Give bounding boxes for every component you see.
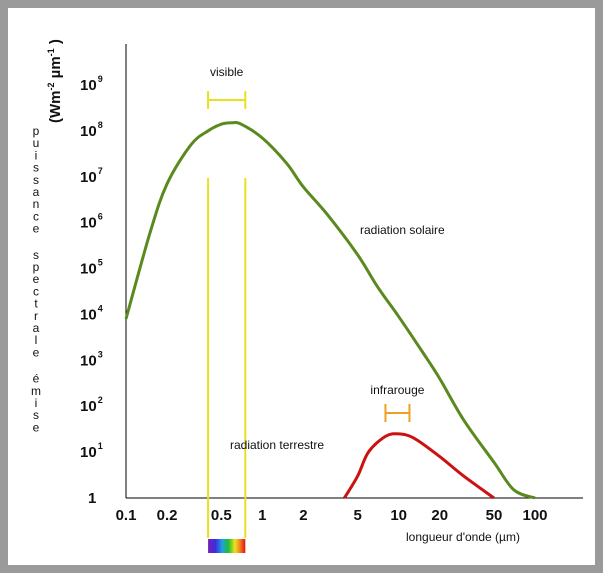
y-label-letter: i: [35, 148, 38, 162]
y-tick-labels: 1 101 102 103 104 105 106 107 108 109: [80, 74, 103, 507]
series-group: [124, 121, 536, 500]
y-label-letter: i: [35, 396, 38, 410]
y-tick-label: 102: [80, 395, 103, 415]
x-tick-label: 0.1: [116, 507, 137, 524]
y-label-letter: e: [33, 420, 40, 434]
y-tick-label: 106: [80, 212, 103, 232]
x-tick-label: 5: [353, 507, 361, 524]
x-tick-labels: 0.1 0.2 0.5 1 2 5 10 20 50 100: [116, 507, 548, 524]
y-tick-label: 101: [80, 441, 103, 461]
y-label-letter: e: [33, 345, 40, 359]
y-label-letter: l: [35, 333, 38, 347]
y-label-letter: n: [33, 197, 40, 211]
y-label-letter: u: [33, 136, 40, 150]
y-label-letter: r: [34, 309, 38, 323]
y-tick-label: 108: [80, 120, 103, 140]
series-label-terrestrial: radiation terrestre: [230, 438, 324, 452]
y-label-letter: e: [33, 222, 40, 236]
x-tick-label: 2: [299, 507, 307, 524]
y-label-letter: c: [33, 284, 39, 298]
y-label-letter: s: [33, 408, 39, 422]
x-tick-label: 10: [390, 507, 407, 524]
y-label-letter: p: [33, 260, 40, 274]
annotation-label: infrarouge: [370, 383, 424, 397]
x-tick-label: 20: [431, 507, 448, 524]
visible-band: [207, 178, 247, 538]
x-tick-label: 50: [486, 507, 503, 524]
x-tick-label: 0.2: [157, 507, 178, 524]
y-tick-label: 109: [80, 74, 103, 94]
x-tick-label: 1: [258, 507, 266, 524]
y-label-letter: s: [33, 161, 39, 175]
series-label-solar: radiation solaire: [360, 223, 445, 237]
series-line-terrestrial: [343, 432, 495, 500]
y-label-letter: c: [33, 209, 39, 223]
y-label-letter: t: [34, 297, 38, 311]
y-label-letter: s: [33, 248, 39, 262]
y-label-letter: a: [33, 321, 40, 335]
y-label-letter: e: [33, 272, 40, 286]
y-tick-label: 1: [88, 490, 96, 507]
y-label-letter: s: [33, 173, 39, 187]
y-tick-label: 104: [80, 303, 103, 323]
annotations: visible infrarouge: [207, 65, 425, 422]
y-tick-label: 105: [80, 258, 103, 278]
x-axis-label: longueur d'onde (µm): [406, 530, 520, 544]
annotation-label: visible: [210, 65, 244, 79]
y-label-letter: é: [33, 372, 40, 386]
y-label-letter: a: [33, 185, 40, 199]
x-tick-label: 100: [522, 507, 547, 524]
series-line-solar: [124, 121, 536, 500]
y-label-letter: p: [33, 124, 40, 138]
y-tick-label: 103: [80, 349, 103, 369]
y-unit-label: (Wm-2 µm-1 ): [46, 39, 64, 123]
x-tick-label: 0.5: [211, 507, 232, 524]
y-label-letter: m: [31, 384, 41, 398]
y-tick-label: 107: [80, 166, 103, 186]
spectrum-color-bar: [208, 539, 246, 553]
